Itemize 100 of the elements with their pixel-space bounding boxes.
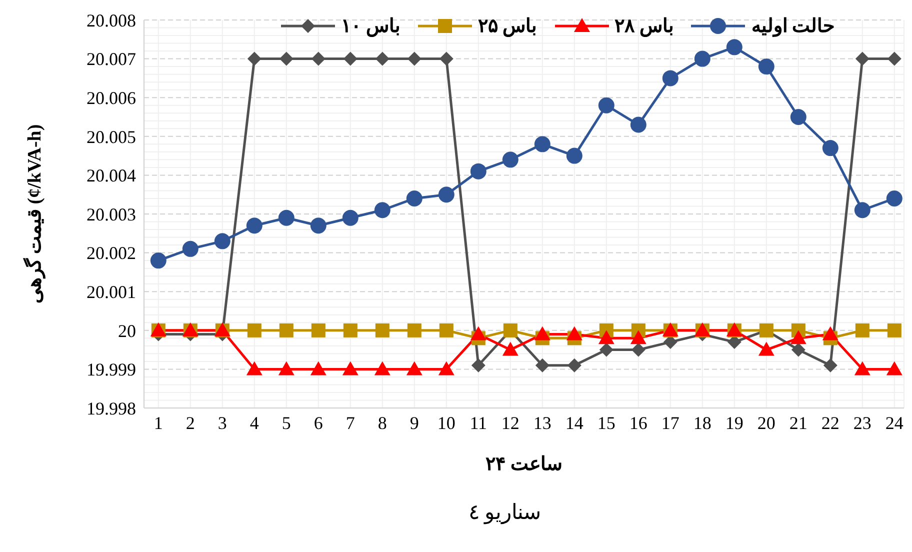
x-tick-label: 21 [789, 412, 808, 433]
point [439, 323, 454, 338]
x-tick-label: 17 [661, 412, 680, 433]
point [407, 323, 422, 338]
y-tick-label: 20.001 [86, 282, 136, 302]
legend-label: باس ۲۸ [614, 15, 674, 38]
point [438, 186, 454, 203]
y-tick-label: 19.998 [86, 398, 136, 418]
point [310, 218, 326, 234]
legend-label: باس ۲۵ [478, 15, 536, 38]
point [470, 326, 486, 340]
point [150, 252, 166, 269]
x-tick-label: 20 [757, 412, 776, 433]
point [886, 190, 902, 206]
point [790, 109, 806, 125]
point [566, 326, 582, 340]
x-tick-label: 3 [218, 412, 227, 433]
point [631, 342, 646, 357]
x-tick-label: 8 [378, 412, 387, 433]
point [758, 342, 774, 356]
point [470, 163, 486, 180]
x-tick-label: 18 [693, 412, 712, 433]
point [886, 361, 902, 376]
point [374, 361, 390, 376]
x-tick-label: 7 [346, 412, 355, 433]
x-axis-title: ۲۴ ساعت [486, 454, 562, 475]
point [214, 233, 230, 250]
point [502, 342, 518, 356]
point [599, 342, 614, 357]
y-axis-title: قیمت گرهی (¢/kVA-h) [22, 124, 46, 304]
x-tick-label: 9 [410, 412, 419, 433]
y-tick-label: 20.004 [86, 166, 136, 186]
y-tick-label: 20.005 [86, 126, 136, 147]
point [887, 323, 902, 338]
x-tick-label: 6 [314, 412, 323, 433]
y-tick-label: 20.006 [86, 88, 136, 108]
point [598, 330, 614, 344]
y-tick-label: 20.003 [86, 204, 136, 224]
point [822, 326, 838, 340]
x-tick-label: 5 [282, 412, 291, 433]
legend-label: حالت اولیه [751, 15, 835, 38]
x-tick-label: 11 [470, 412, 488, 433]
point [375, 52, 390, 66]
point [758, 58, 774, 75]
x-tick-label: 23 [853, 412, 872, 433]
x-tick-label: 10 [437, 412, 456, 433]
point [567, 358, 582, 372]
point [534, 326, 550, 340]
x-tick-label: 24 [885, 412, 904, 433]
point [342, 361, 358, 376]
point [439, 52, 454, 66]
point [246, 361, 262, 376]
point [502, 152, 518, 168]
legend-label: باس ۱۰ [341, 15, 400, 38]
point [406, 361, 422, 376]
x-tick-label: 16 [629, 412, 648, 433]
point [663, 335, 678, 350]
point [343, 323, 358, 338]
point [374, 202, 390, 218]
point [726, 39, 742, 56]
point [855, 52, 870, 66]
point [247, 52, 262, 66]
point [311, 323, 326, 338]
x-tick-label: 2 [186, 412, 195, 433]
point [407, 52, 422, 66]
x-tick-label: 1 [154, 412, 163, 433]
point [278, 210, 294, 226]
x-tick-label: 22 [821, 412, 840, 433]
point [471, 358, 486, 372]
point [662, 70, 678, 86]
point [855, 323, 870, 338]
point [791, 342, 806, 357]
point [279, 52, 294, 66]
point [342, 210, 358, 226]
y-tick-label: 20.008 [86, 10, 136, 30]
point [854, 202, 870, 218]
point [375, 323, 390, 338]
y-tick-label: 20 [118, 320, 136, 341]
point [343, 52, 358, 66]
point [406, 190, 422, 206]
point [823, 358, 838, 372]
point [887, 52, 902, 66]
x-tick-label: 15 [597, 412, 616, 433]
point [630, 330, 646, 344]
point [598, 97, 614, 114]
point [182, 240, 198, 257]
point [822, 140, 838, 156]
point [727, 335, 742, 350]
y-tick-label: 19.999 [86, 360, 136, 380]
x-tick-label: 4 [250, 412, 259, 433]
point [278, 361, 294, 376]
point [246, 218, 262, 234]
point [279, 323, 294, 338]
point [247, 323, 262, 338]
x-tick-label: 19 [725, 412, 744, 433]
point [535, 358, 550, 372]
point [854, 361, 870, 376]
point [438, 361, 454, 376]
y-tick-label: 20.007 [86, 49, 136, 70]
point [311, 52, 326, 66]
